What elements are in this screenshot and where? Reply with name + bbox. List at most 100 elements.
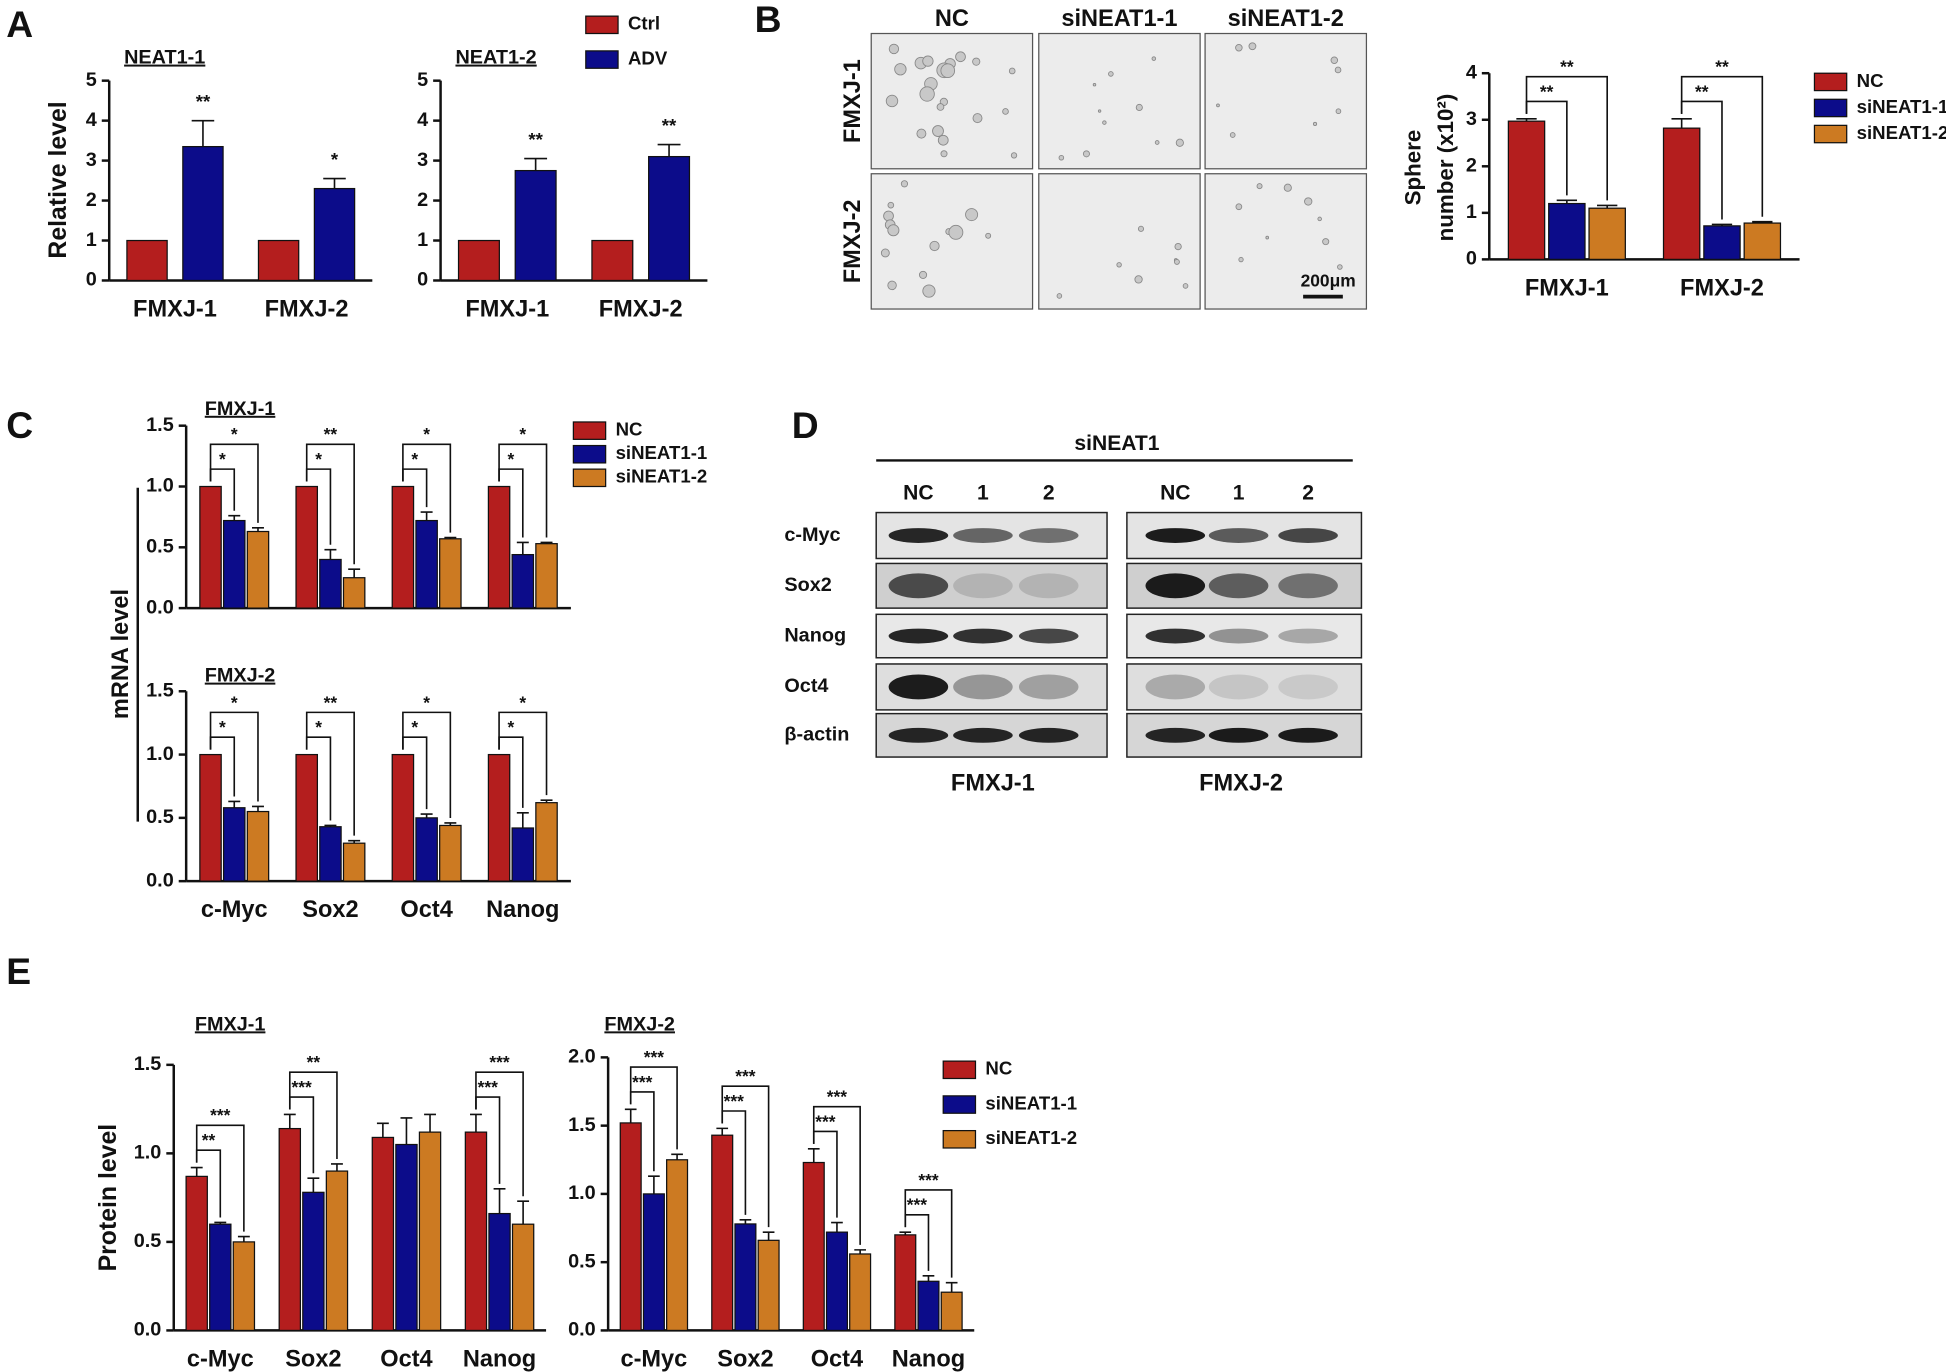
sphere <box>916 128 927 139</box>
bar <box>302 1191 325 1332</box>
blot-band <box>888 727 949 743</box>
y-tick-label: 4 <box>1466 61 1477 83</box>
bar <box>371 1136 395 1332</box>
error-bar <box>228 800 241 808</box>
legend-label: ADV <box>628 47 668 68</box>
bar <box>319 558 342 609</box>
error-bar <box>348 568 361 578</box>
blot-band <box>1208 628 1269 644</box>
legend-label: siNEAT1-2 <box>1857 122 1946 143</box>
significance-bracket <box>305 711 355 836</box>
error-bar <box>307 1177 320 1193</box>
sphere <box>1335 108 1342 115</box>
sphere <box>1175 138 1184 147</box>
bar <box>342 577 366 609</box>
sphere <box>1151 56 1157 61</box>
legend-label: NC <box>1857 70 1884 91</box>
significance: ** <box>307 1052 321 1072</box>
legend-label: NC <box>616 419 643 440</box>
y-tick-label: 0.5 <box>134 1230 162 1252</box>
sphere <box>887 201 895 209</box>
legend-label: siNEAT1-2 <box>985 1127 1077 1148</box>
lane-label: NC <box>1160 482 1190 505</box>
error-bar <box>444 536 457 539</box>
error-bar <box>376 1122 389 1138</box>
sphere <box>948 224 964 240</box>
error-bar <box>1711 223 1733 226</box>
legend-swatch <box>1813 72 1848 92</box>
y-tick-label: 0.0 <box>146 869 174 891</box>
error-bar <box>324 824 337 827</box>
bar <box>825 1231 849 1332</box>
y-tick-label: 0.0 <box>134 1319 162 1341</box>
row-label: FMXJ-2 <box>839 199 865 283</box>
sphere <box>1238 256 1244 263</box>
significance-bracket <box>812 1105 861 1245</box>
error-bar <box>517 1200 530 1225</box>
sphere <box>1134 275 1143 284</box>
bar <box>487 485 511 609</box>
x-tick-label: FMXJ-2 <box>1680 274 1764 300</box>
bar <box>894 1234 917 1332</box>
y-tick-label: 1.5 <box>146 680 174 702</box>
bar <box>199 753 222 882</box>
significance-bracket <box>209 443 259 523</box>
bar <box>1588 207 1626 261</box>
sphere <box>887 280 897 291</box>
error-bar <box>739 1219 752 1224</box>
legend-label: NC <box>985 1058 1012 1079</box>
bar <box>391 485 415 609</box>
bar <box>1703 225 1741 261</box>
significance-bracket <box>629 1066 678 1150</box>
error-bar <box>191 119 215 147</box>
error-bar <box>1597 204 1618 209</box>
blot-band <box>1145 628 1206 644</box>
significance-bracket <box>498 711 548 796</box>
y-axis-label: Protein level <box>95 1124 122 1272</box>
bar <box>917 1280 940 1332</box>
error-bar <box>228 514 241 521</box>
y-tick-label: 1.5 <box>568 1114 596 1136</box>
chart-title: FMXJ-1 <box>195 1013 266 1035</box>
significance: *** <box>735 1066 756 1086</box>
sphere <box>1097 109 1102 113</box>
y-axis-label: number (x10²) <box>1433 94 1458 242</box>
significance: *** <box>815 1111 836 1131</box>
column-label: siNEAT1-1 <box>1061 5 1177 31</box>
error-bar <box>324 548 337 560</box>
significance: ** <box>1715 57 1729 77</box>
sphere <box>880 248 890 258</box>
significance: ** <box>528 129 543 150</box>
sphere <box>1304 197 1313 206</box>
sphere <box>1058 154 1065 161</box>
sphere <box>932 125 944 137</box>
sphere <box>937 134 949 146</box>
x-tick-label: c-Myc <box>620 1345 687 1371</box>
blot-band <box>1278 573 1338 599</box>
y-tick-label: 2 <box>86 189 97 211</box>
sphere <box>1002 108 1009 115</box>
significance: * <box>315 449 322 469</box>
x-tick-label: Oct4 <box>380 1345 432 1371</box>
blot-band <box>1018 727 1079 743</box>
bar <box>464 1131 488 1332</box>
error-bar <box>540 799 553 803</box>
bar <box>511 1223 535 1332</box>
sphere <box>1010 152 1018 159</box>
significance: ** <box>324 424 338 444</box>
lane-label: 1 <box>977 482 989 505</box>
chart-title: NEAT1-1 <box>124 47 205 69</box>
significance: * <box>219 717 226 737</box>
chart-title: NEAT1-2 <box>455 47 536 69</box>
significance: ** <box>662 115 677 136</box>
error-bar <box>400 1117 413 1145</box>
sphere <box>1229 132 1236 138</box>
sphere <box>1216 103 1220 108</box>
error-bar <box>331 1163 343 1172</box>
y-tick-label: 0 <box>86 269 97 291</box>
significance: *** <box>489 1052 510 1072</box>
sphere <box>936 103 945 111</box>
sphere <box>1265 235 1270 240</box>
legend-label: siNEAT1-2 <box>616 466 708 487</box>
